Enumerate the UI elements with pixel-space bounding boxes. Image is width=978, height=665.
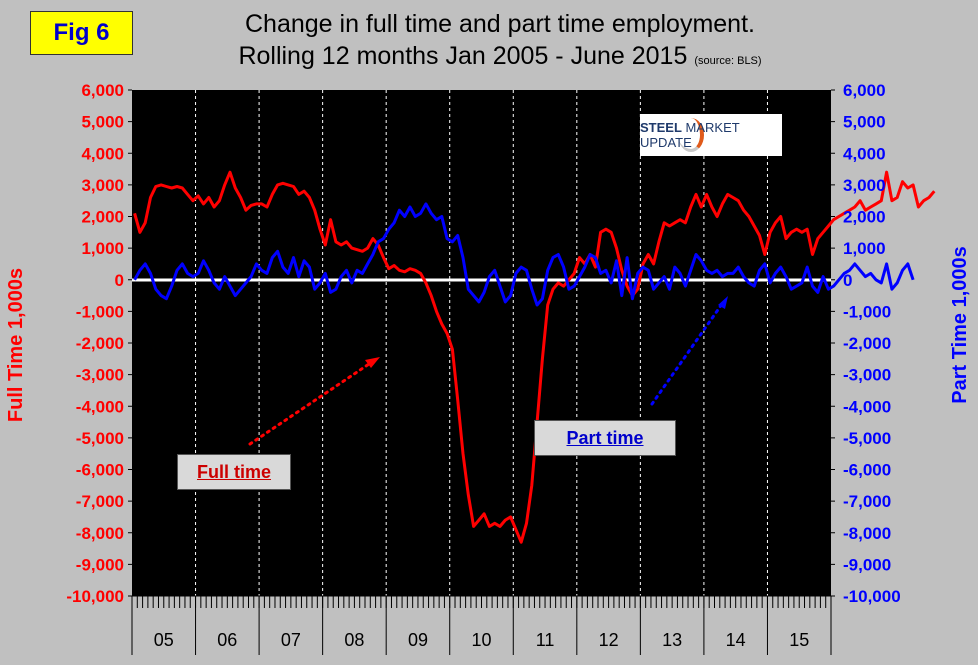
part-time-line: [133, 202, 915, 307]
logo-text-bold: STEEL: [640, 120, 682, 135]
full-time-arrow: [248, 360, 374, 446]
title-line-1: Change in full time and part time employ…: [245, 10, 755, 38]
left-tick-label: 5,000: [81, 113, 124, 132]
right-axis-title: Part Time 1,000s: [949, 246, 971, 404]
right-tick-label: -8,000: [843, 524, 891, 543]
right-tick-label: -4,000: [843, 397, 891, 416]
left-tick-label: 2,000: [81, 208, 124, 227]
left-tick-label: -10,000: [66, 587, 124, 606]
part-time-arrowhead: [718, 296, 728, 309]
right-tick-label: -10,000: [843, 587, 901, 606]
plot-area: [132, 90, 831, 596]
left-axis-title: Full Time 1,000s: [5, 268, 27, 422]
x-tick-label: 08: [344, 630, 364, 650]
right-tick-label: -6,000: [843, 461, 891, 480]
steel-market-update-logo: STEEL MARKET UPDATE: [640, 114, 782, 156]
full-time-arrowhead: [365, 357, 380, 368]
right-tick-label: -2,000: [843, 334, 891, 353]
left-tick-label: -9,000: [76, 555, 124, 574]
chart-title: Change in full time and part time employ…: [150, 8, 850, 77]
x-tick-label: 14: [726, 630, 746, 650]
logo-text: STEEL MARKET UPDATE: [640, 120, 782, 150]
x-tick-label: 12: [599, 630, 619, 650]
figure-badge: Fig 6: [30, 11, 133, 55]
right-tick-label: -9,000: [843, 555, 891, 574]
left-tick-label: -3,000: [76, 366, 124, 385]
x-tick-label: 11: [536, 630, 555, 650]
left-tick-label: 4,000: [81, 144, 124, 163]
right-tick-label: 0: [843, 271, 852, 290]
right-tick-label: -1,000: [843, 302, 891, 321]
left-tick-label: -8,000: [76, 524, 124, 543]
right-tick-label: 3,000: [843, 176, 886, 195]
source-note: (source: BLS): [694, 55, 762, 67]
x-tick-label: 06: [217, 630, 237, 650]
left-tick-label: -6,000: [76, 461, 124, 480]
x-tick-label: 10: [471, 630, 491, 650]
right-tick-label: 1,000: [843, 239, 886, 258]
x-tick-label: 07: [281, 630, 301, 650]
full-time-callout: Full time: [177, 454, 291, 490]
x-tick-label: 09: [408, 630, 428, 650]
x-axis: 05 06 07 08 09 10 11 12 13 14 15: [131, 595, 832, 655]
logo-swoosh-icon: [678, 118, 704, 152]
left-tick-label: 3,000: [81, 176, 124, 195]
part-time-arrow: [650, 302, 724, 406]
part-time-callout: Part time: [534, 420, 676, 456]
left-tick-label: 6,000: [81, 81, 124, 100]
left-tick-label: -2,000: [76, 334, 124, 353]
left-tick-label: -7,000: [76, 492, 124, 511]
right-tick-label: 6,000: [843, 81, 886, 100]
x-tick-label: 15: [789, 630, 809, 650]
right-tick-label: 2,000: [843, 208, 886, 227]
right-axis: 6,000 5,000 4,000 3,000 2,000 1,000 0 -1,000 -2,…: [831, 81, 901, 606]
logo-text-rest: MARKET UPDATE: [640, 120, 740, 150]
left-tick-label: -1,000: [76, 302, 124, 321]
title-line-2: Rolling 12 months Jan 2005 - June 2015: [238, 42, 688, 70]
right-tick-label: 4,000: [843, 144, 886, 163]
x-tick-label: 05: [154, 630, 174, 650]
left-tick-label: -5,000: [76, 429, 124, 448]
x-tick-label: 13: [662, 630, 682, 650]
right-tick-label: -7,000: [843, 492, 891, 511]
title-line-2-row: Rolling 12 months Jan 2005 - June 2015 (…: [150, 40, 850, 77]
left-tick-label: 0: [115, 271, 124, 290]
left-tick-label: 1,000: [81, 239, 124, 258]
left-tick-label: -4,000: [76, 397, 124, 416]
right-tick-label: 5,000: [843, 113, 886, 132]
right-tick-label: -3,000: [843, 366, 891, 385]
left-axis: 6,000 5,000 4,000 3,000 2,000 1,000 0 -1,000 -2,…: [66, 81, 132, 606]
right-tick-label: -5,000: [843, 429, 891, 448]
